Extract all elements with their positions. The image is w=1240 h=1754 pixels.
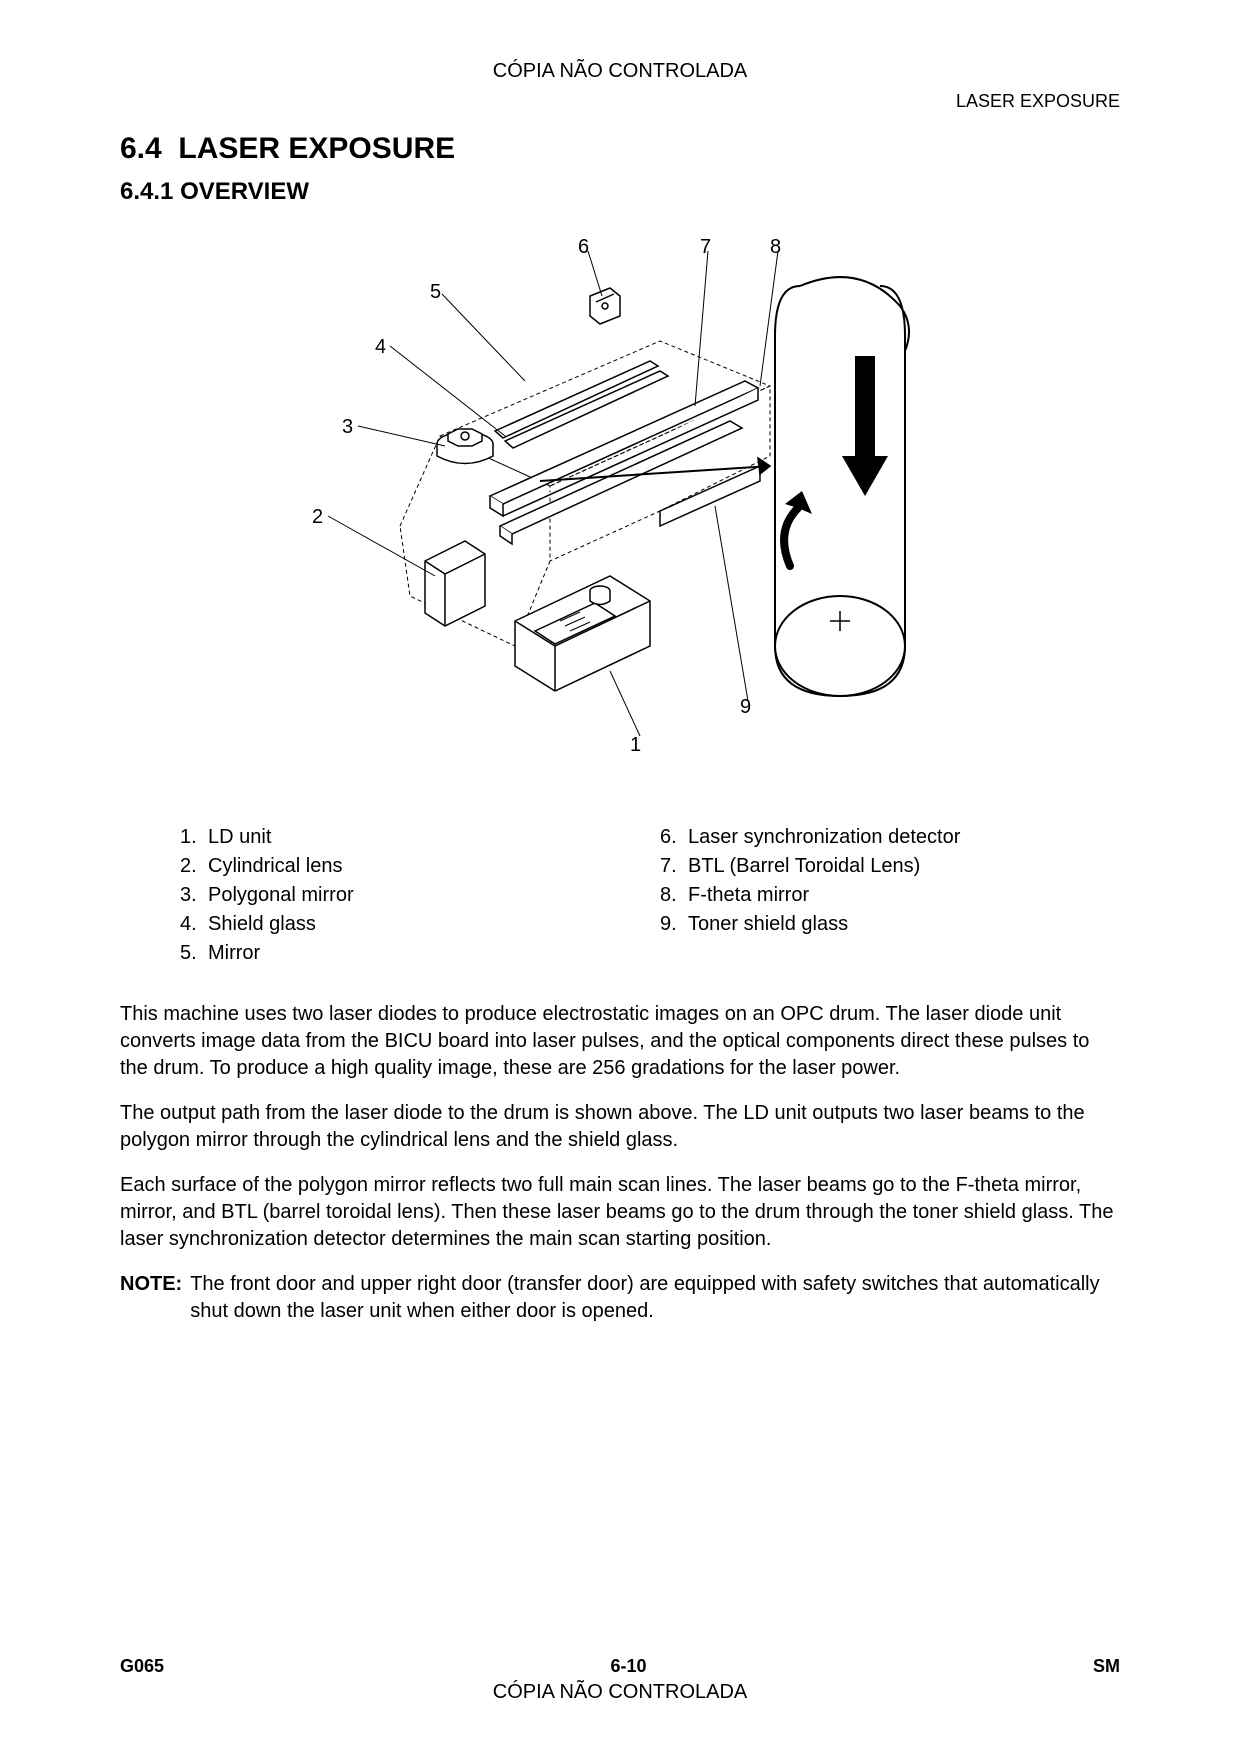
watermark-top: CÓPIA NÃO CONTROLADA: [120, 60, 1120, 83]
page: CÓPIA NÃO CONTROLADA LASER EXPOSURE 6.4 …: [0, 0, 1240, 1754]
paragraph-2: The output path from the laser diode to …: [120, 1100, 1120, 1154]
legend: 1.LD unit 2.Cylindrical lens 3.Polygonal…: [180, 826, 1080, 971]
laser-exposure-illustration: [300, 226, 940, 766]
subsection-number: 6.4.1: [120, 178, 173, 205]
legend-item: 5.Mirror: [180, 942, 600, 965]
callout-6: 6: [578, 236, 589, 259]
note: NOTE: The front door and upper right doo…: [120, 1271, 1120, 1325]
callout-5: 5: [430, 281, 441, 304]
callout-8: 8: [770, 236, 781, 259]
callout-4: 4: [375, 336, 386, 359]
legend-item: 2.Cylindrical lens: [180, 855, 600, 878]
legend-item: 4.Shield glass: [180, 913, 600, 936]
technical-diagram: 1 2 3 4 5 6 7 8 9: [300, 226, 940, 766]
footer-row: G065 6-10 SM: [120, 1656, 1120, 1677]
section-title: 6.4 LASER EXPOSURE: [120, 132, 1120, 166]
watermark-bottom: CÓPIA NÃO CONTROLADA: [120, 1681, 1120, 1704]
legend-item: 9.Toner shield glass: [660, 913, 1080, 936]
section-number: 6.4: [120, 132, 162, 165]
section-title-text: LASER EXPOSURE: [178, 132, 455, 165]
legend-item: 1.LD unit: [180, 826, 600, 849]
note-label: NOTE:: [120, 1271, 182, 1325]
callout-2: 2: [312, 506, 323, 529]
callout-7: 7: [700, 236, 711, 259]
subsection-title-text: OVERVIEW: [180, 178, 309, 205]
header-right-label: LASER EXPOSURE: [120, 91, 1120, 112]
subsection-title: 6.4.1 OVERVIEW: [120, 178, 1120, 206]
note-text: The front door and upper right door (tra…: [190, 1271, 1120, 1325]
paragraph-1: This machine uses two laser diodes to pr…: [120, 1001, 1120, 1082]
footer-right: SM: [1093, 1656, 1120, 1677]
footer-center: 6-10: [611, 1656, 647, 1677]
legend-right-column: 6.Laser synchronization detector 7.BTL (…: [660, 826, 1080, 971]
legend-left-column: 1.LD unit 2.Cylindrical lens 3.Polygonal…: [180, 826, 600, 971]
legend-item: 7.BTL (Barrel Toroidal Lens): [660, 855, 1080, 878]
legend-item: 8.F-theta mirror: [660, 884, 1080, 907]
callout-3: 3: [342, 416, 353, 439]
callout-9: 9: [740, 696, 751, 719]
callout-1: 1: [630, 734, 641, 757]
footer-left: G065: [120, 1656, 164, 1677]
footer: G065 6-10 SM CÓPIA NÃO CONTROLADA: [120, 1656, 1120, 1704]
legend-item: 6.Laser synchronization detector: [660, 826, 1080, 849]
paragraph-3: Each surface of the polygon mirror refle…: [120, 1172, 1120, 1253]
legend-item: 3.Polygonal mirror: [180, 884, 600, 907]
